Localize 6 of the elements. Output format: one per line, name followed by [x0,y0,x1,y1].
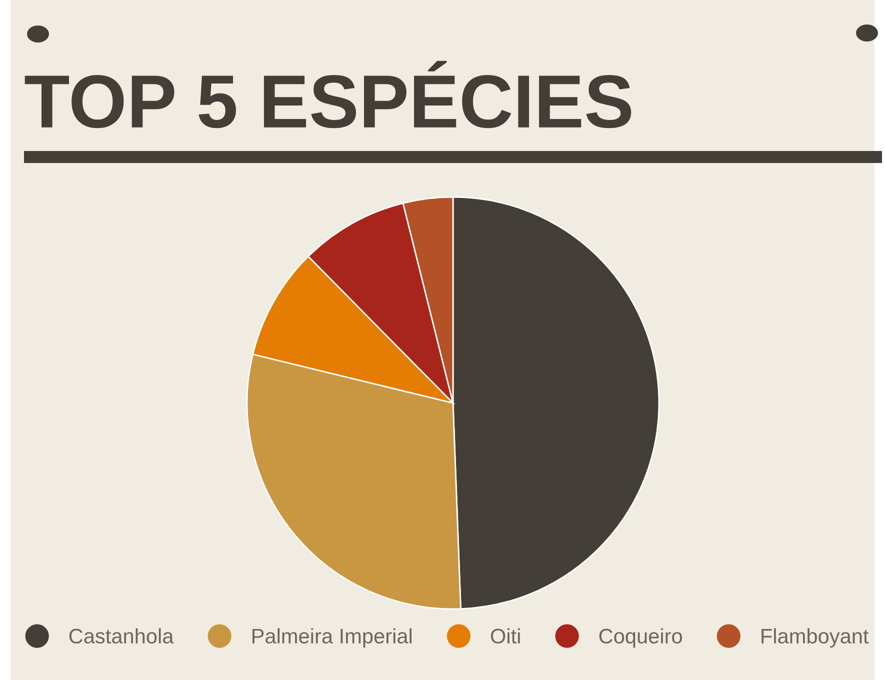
legend-label: Flamboyant [762,628,869,648]
legend-label: Castanhola [69,628,174,644]
chart-title: TOP 5 ESPÉCIES [24,60,632,128]
legend-label: Palmeira Imperial [252,628,412,648]
legend-label: Oiti [490,628,520,644]
legend-label: Coqueiro [599,628,682,648]
